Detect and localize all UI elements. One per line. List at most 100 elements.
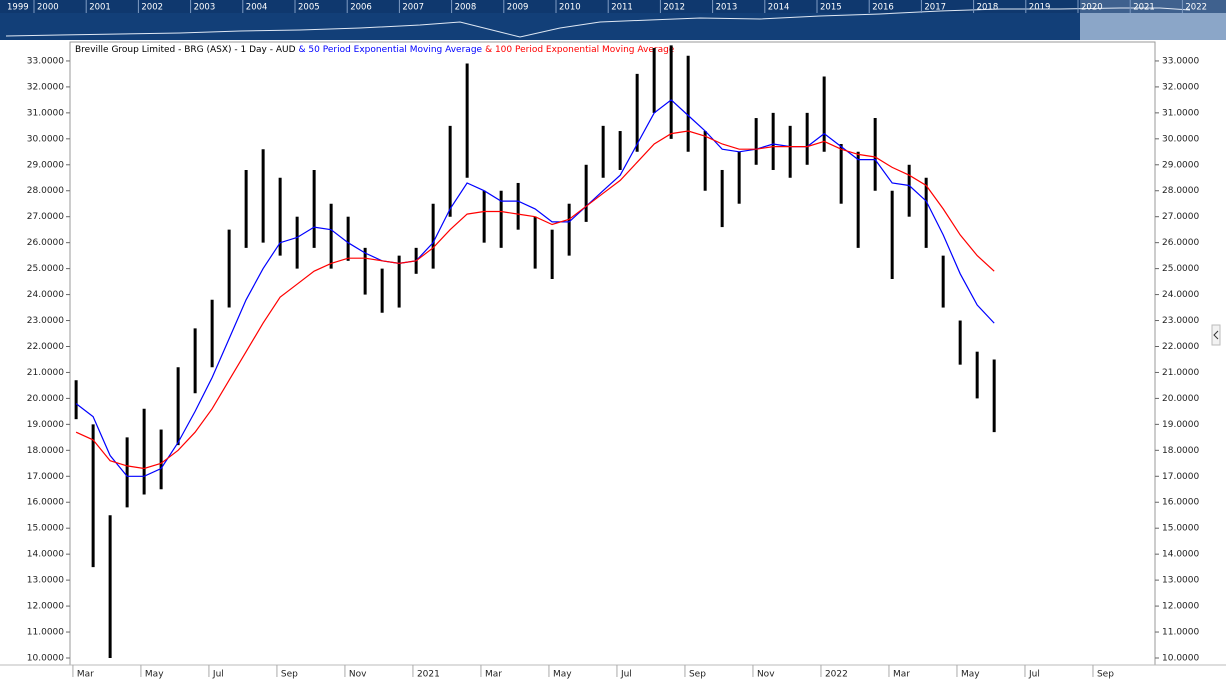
navigator-year-label: 2014 <box>768 3 790 13</box>
y2-tick-label: 15.0000 <box>1162 524 1199 534</box>
plot-frame <box>69 41 1156 666</box>
x-tick-label: May <box>553 670 572 680</box>
x-tick-label: Jul <box>620 670 632 680</box>
navigator-year-label: 2005 <box>298 3 320 13</box>
navigator-year-label: 2008 <box>455 3 477 13</box>
chart-title: Breville Group Limited - BRG (ASX) - 1 D… <box>75 45 675 55</box>
y2-tick-label: 21.0000 <box>1162 368 1199 378</box>
legend-entry: & 50 Period Exponential Moving Average <box>299 45 483 55</box>
y2-tick-label: 24.0000 <box>1162 290 1199 300</box>
navigator-year-label: 2010 <box>559 3 581 13</box>
navigator-year-label: 2021 <box>1133 3 1155 13</box>
navigator-year-label: 2015 <box>820 3 842 13</box>
title-row: Breville Group Limited - BRG (ASX) - 1 D… <box>75 45 675 55</box>
navigator-year-label: 2001 <box>89 3 111 13</box>
y2-tick-label: 16.0000 <box>1162 498 1199 508</box>
y-tick-label: 21.0000 <box>27 368 64 378</box>
y-tick-label: 23.0000 <box>27 316 64 326</box>
y2-tick-label: 25.0000 <box>1162 264 1199 274</box>
y-tick-label: 27.0000 <box>27 212 64 222</box>
y-tick-label: 28.0000 <box>27 186 64 196</box>
navigator-year-label: 1999 <box>7 3 29 13</box>
y-tick-label: 26.0000 <box>27 238 64 248</box>
y-tick-label: 10.0000 <box>27 653 64 663</box>
y-tick-label: 16.0000 <box>27 498 64 508</box>
legend-entry: & 100 Period Exponential Moving Average <box>485 45 675 55</box>
x-tick-label: 2022 <box>825 670 848 680</box>
x-tick-label: 2021 <box>417 670 440 680</box>
y2-tick-label: 19.0000 <box>1162 420 1199 430</box>
x-tick-label: Nov <box>349 670 367 680</box>
navigator-year-label: 2006 <box>350 3 372 13</box>
navigator-year-label: 2017 <box>924 3 946 13</box>
navigator-year-label: 2013 <box>716 3 738 13</box>
navigator-year-strip <box>0 0 1226 13</box>
y2-tick-label: 10.0000 <box>1162 653 1199 663</box>
y2-tick-label: 32.0000 <box>1162 82 1199 92</box>
y-tick-label: 12.0000 <box>27 602 64 612</box>
navigator-year-label: 2019 <box>1029 3 1051 13</box>
navigator-year-label: 2012 <box>663 3 685 13</box>
y2-tick-label: 17.0000 <box>1162 472 1199 482</box>
y-tick-label: 11.0000 <box>27 628 64 638</box>
y-tick-label: 24.0000 <box>27 290 64 300</box>
y-tick-label: 18.0000 <box>27 446 64 456</box>
y-tick-label: 29.0000 <box>27 160 64 170</box>
y-tick-label: 30.0000 <box>27 134 64 144</box>
y-tick-label: 20.0000 <box>27 394 64 404</box>
y2-tick-label: 30.0000 <box>1162 134 1199 144</box>
x-tick-label: Sep <box>1097 670 1114 680</box>
y2-tick-label: 26.0000 <box>1162 238 1199 248</box>
side-panel-arrow <box>1213 330 1219 340</box>
x-tick-label: Mar <box>893 670 910 680</box>
side-panel-toggle[interactable] <box>1211 324 1221 346</box>
y-tick-label: 15.0000 <box>27 524 64 534</box>
y2-tick-label: 31.0000 <box>1162 108 1199 118</box>
x-tick-label: Nov <box>757 670 775 680</box>
navigator-year-label: 2009 <box>507 3 529 13</box>
y-tick-label: 25.0000 <box>27 264 64 274</box>
y-tick-label: 13.0000 <box>27 576 64 586</box>
y-tick-label: 22.0000 <box>27 342 64 352</box>
y-tick-label: 14.0000 <box>27 550 64 560</box>
navigator-year-label: 2020 <box>1081 3 1103 13</box>
y-tick-label: 33.0000 <box>27 56 64 66</box>
y2-tick-label: 22.0000 <box>1162 342 1199 352</box>
y-tick-label: 32.0000 <box>27 82 64 92</box>
ema-line <box>75 130 995 470</box>
y2-tick-label: 23.0000 <box>1162 316 1199 326</box>
ema-line <box>75 99 995 477</box>
navigator-year-label: 2004 <box>246 3 268 13</box>
x-tick-label: May <box>145 670 164 680</box>
navigator-year-label: 2007 <box>402 3 424 13</box>
x-tick-label: Jul <box>1028 670 1040 680</box>
navigator-year-label: 2018 <box>977 3 999 13</box>
x-tick-label: Mar <box>77 670 94 680</box>
navigator-year-label: 2011 <box>611 3 633 13</box>
y2-tick-label: 33.0000 <box>1162 56 1199 66</box>
navigator-year-label: 2002 <box>141 3 163 13</box>
y2-tick-label: 29.0000 <box>1162 160 1199 170</box>
x-tick-label: Sep <box>281 670 298 680</box>
x-tick-label: Mar <box>485 670 502 680</box>
navigator-year-label: 2003 <box>194 3 216 13</box>
y2-tick-label: 20.0000 <box>1162 394 1199 404</box>
y2-tick-label: 11.0000 <box>1162 628 1199 638</box>
navigator-year-label: 2000 <box>37 3 59 13</box>
y2-tick-label: 14.0000 <box>1162 550 1199 560</box>
x-tick-label: May <box>961 670 980 680</box>
y2-tick-label: 12.0000 <box>1162 602 1199 612</box>
title-text: Breville Group Limited - BRG (ASX) - 1 D… <box>75 45 296 55</box>
navigator-year-label: 2016 <box>872 3 894 13</box>
navigator-sparkline <box>5 7 1191 38</box>
y2-tick-label: 28.0000 <box>1162 186 1199 196</box>
navigator-year-label: 2022 <box>1185 3 1207 13</box>
navigator: 1999 2000 2001 2002 2003 2004 2005 2006 2007 2008… <box>0 0 1226 40</box>
y-tick-label: 19.0000 <box>27 420 64 430</box>
x-tick-label: Sep <box>689 670 706 680</box>
y2-tick-label: 13.0000 <box>1162 576 1199 586</box>
y-tick-label: 17.0000 <box>27 472 64 482</box>
y2-tick-label: 27.0000 <box>1162 212 1199 222</box>
